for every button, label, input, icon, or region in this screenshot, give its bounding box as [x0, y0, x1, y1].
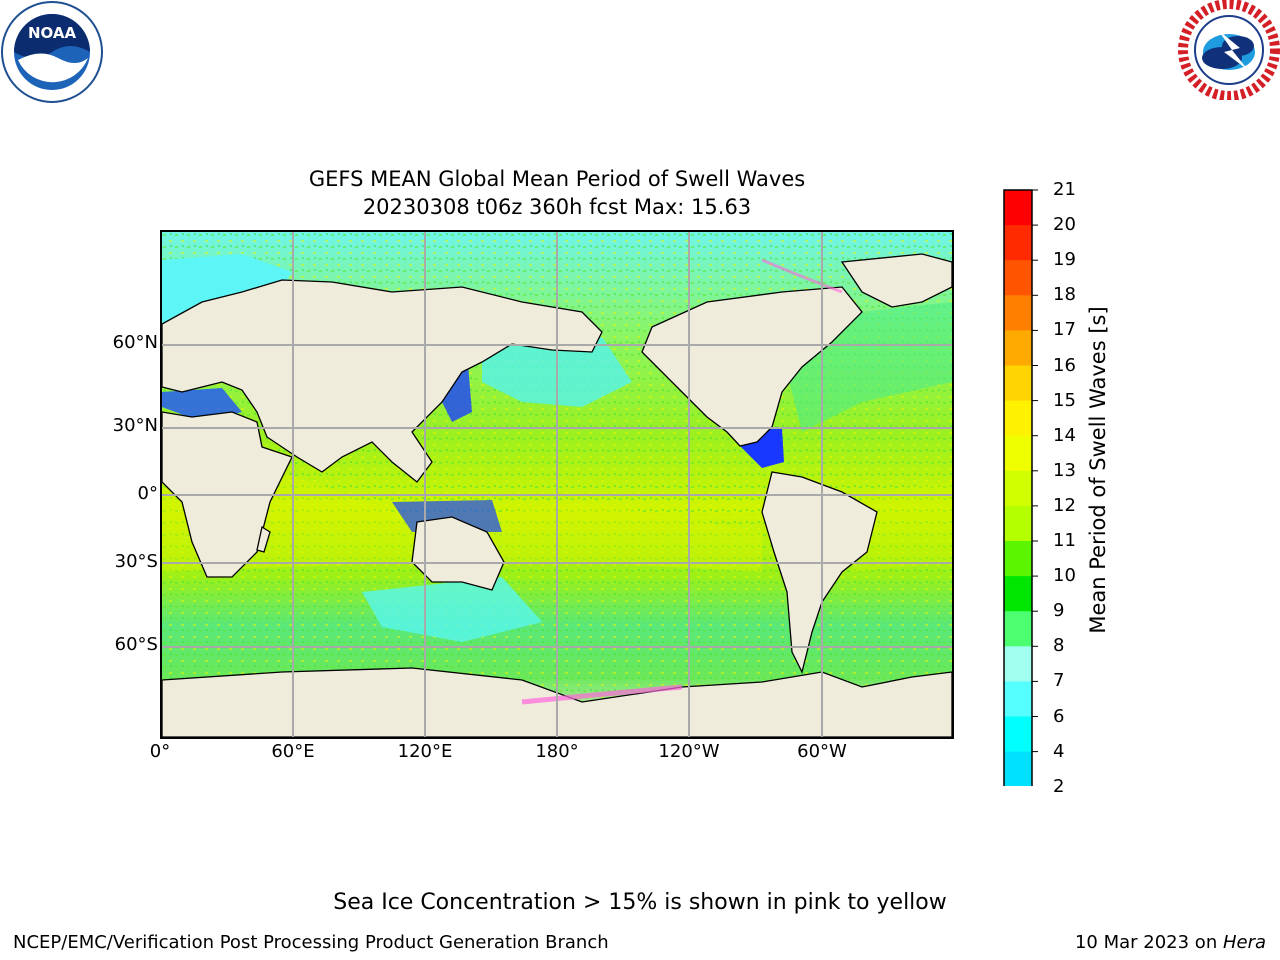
chart-title: GEFS MEAN Global Mean Period of Swell Wa… — [160, 165, 954, 221]
gridlines — [162, 232, 952, 737]
colorbar-label: Mean Period of Swell Waves [s] — [1086, 306, 1110, 634]
footer-date: 10 Mar 2023 on Hera — [1075, 932, 1266, 953]
colorbar-segment — [1004, 611, 1032, 647]
colorbar-tick-label: 16 — [1053, 354, 1076, 376]
lon-label-120w: 120°W — [658, 741, 720, 762]
lon-label-60e: 60°E — [271, 741, 315, 762]
colorbar-tick-label: 19 — [1053, 249, 1076, 271]
map-canvas — [162, 232, 952, 737]
colorbar-tick-label: 2 — [1053, 775, 1065, 797]
colorbar-tick-label: 10 — [1053, 565, 1076, 587]
colorbar-tick-label: 6 — [1053, 705, 1065, 727]
colorbar-tick-label: 14 — [1053, 424, 1076, 446]
noaa-logo-text: NOAA — [28, 24, 77, 42]
colorbar-segment — [1004, 190, 1032, 226]
map-panel — [160, 230, 954, 739]
colorbar-segment — [1004, 681, 1032, 717]
colorbar-segment — [1004, 400, 1032, 437]
colorbar-tick-label: 15 — [1053, 389, 1076, 411]
colorbar-tick-label: 4 — [1053, 740, 1065, 762]
footer-host: Hera — [1222, 932, 1266, 953]
lat-label-60n: 60°N — [112, 332, 158, 353]
lat-label-30n: 30°N — [112, 415, 158, 436]
footer-credit: NCEP/EMC/Verification Post Processing Pr… — [13, 932, 609, 953]
colorbar — [1003, 189, 1038, 786]
colorbar-segment — [1004, 541, 1032, 577]
colorbar-segment — [1004, 225, 1032, 261]
lat-label-60s: 60°S — [114, 634, 158, 655]
colorbar-segment — [1004, 646, 1032, 682]
colorbar-segment — [1004, 470, 1032, 507]
colorbar-tick-label: 9 — [1053, 600, 1065, 622]
title-line-1: GEFS MEAN Global Mean Period of Swell Wa… — [308, 167, 806, 191]
lon-label-60w: 60°W — [797, 741, 847, 762]
lat-label-0: 0° — [137, 483, 158, 504]
colorbar-tick-label: 21 — [1053, 179, 1076, 200]
colorbar-segment — [1004, 716, 1032, 753]
colorbar-tick-label: 12 — [1053, 494, 1076, 516]
title-line-2: 20230308 t06z 360h fcst Max: 15.63 — [362, 195, 752, 219]
colorbar-tick-label: 11 — [1053, 530, 1076, 551]
colorbar-tick-label: 13 — [1053, 459, 1076, 481]
colorbar-segment — [1004, 330, 1032, 366]
colorbar-tick-label: 8 — [1053, 635, 1065, 657]
colorbar-tick-label: 20 — [1053, 214, 1076, 236]
colorbar-segment — [1004, 365, 1032, 402]
lon-label-0: 0° — [149, 741, 171, 762]
footer-date-text: 10 Mar 2023 on — [1074, 932, 1223, 953]
colorbar-segment — [1004, 751, 1032, 786]
colorbar-tick-label: 17 — [1053, 319, 1076, 341]
colorbar-segment — [1004, 505, 1032, 542]
colorbar-segment — [1004, 576, 1032, 612]
colorbar-segment — [1004, 295, 1032, 331]
colorbar-segment — [1004, 260, 1032, 296]
colorbar-tick-label: 7 — [1053, 670, 1065, 692]
lon-label-120e: 120°E — [397, 741, 453, 762]
sea-ice-note: Sea Ice Concentration > 15% is shown in … — [333, 890, 947, 915]
noaa-logo: NOAA — [1, 1, 103, 103]
colorbar-tick-label: 18 — [1053, 284, 1076, 306]
land — [162, 253, 952, 737]
lon-label-180: 180° — [535, 741, 579, 762]
nws-logo — [1178, 0, 1280, 100]
lat-label-30s: 30°S — [114, 551, 158, 572]
colorbar-segment — [1004, 435, 1032, 472]
